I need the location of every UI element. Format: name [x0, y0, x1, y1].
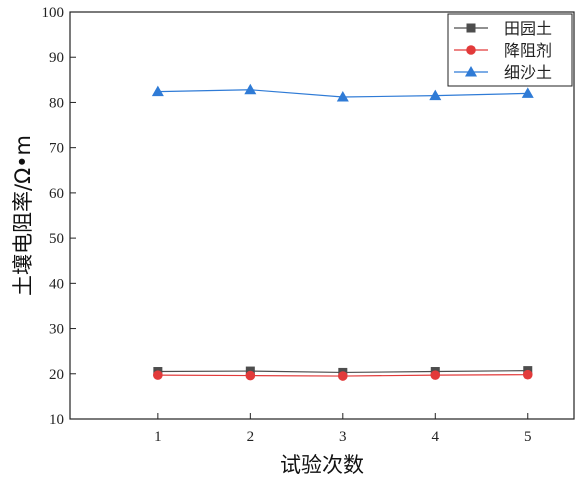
y-tick-label: 80 [49, 95, 64, 111]
plot-frame [69, 11, 575, 420]
y-axis-title: 土壤电阻率/Ω•m [11, 135, 35, 296]
y-axis-ticks: 10 20 30 40 50 60 70 80 90 100 [42, 5, 76, 428]
legend-label: 细沙土 [504, 63, 552, 82]
y-tick-label: 20 [49, 367, 64, 383]
y-tick-label: 40 [49, 276, 64, 292]
legend-item: 降阻剂 [454, 41, 552, 60]
x-tick-label: 3 [339, 429, 347, 445]
data-point [338, 371, 348, 381]
data-point [522, 369, 533, 380]
y-tick-label: 10 [49, 412, 64, 428]
y-tick-label: 60 [49, 186, 64, 202]
data-point [430, 370, 441, 380]
legend-label: 降阻剂 [504, 41, 552, 60]
x-tick-label: 1 [154, 429, 162, 445]
data-point [245, 370, 256, 381]
x-tick-label: 5 [524, 429, 532, 445]
y-tick-label: 100 [42, 5, 65, 21]
legend-label: 田园土 [504, 19, 552, 38]
data-point [244, 83, 257, 95]
data-point [521, 87, 534, 98]
series-3 [151, 83, 534, 102]
data-point [429, 89, 442, 101]
x-axis-title: 试验次数 [280, 453, 364, 477]
x-tick-label: 2 [247, 429, 255, 445]
legend-item: 细沙土 [454, 63, 552, 82]
legend-marker [465, 66, 477, 77]
data-point [153, 370, 163, 380]
y-tick-label: 30 [49, 322, 64, 338]
legend-marker [466, 45, 476, 55]
plot-series [151, 83, 534, 381]
y-tick-label: 70 [49, 141, 64, 157]
data-point [336, 91, 349, 102]
legend-item: 田园土 [454, 19, 552, 38]
x-axis-ticks: 1 2 3 4 5 [154, 413, 532, 445]
series-2 [153, 369, 533, 381]
y-tick-label: 50 [49, 231, 64, 247]
data-point [151, 85, 164, 97]
y-tick-label: 90 [49, 50, 64, 66]
legend-marker [466, 23, 476, 33]
x-tick-label: 4 [432, 429, 440, 445]
